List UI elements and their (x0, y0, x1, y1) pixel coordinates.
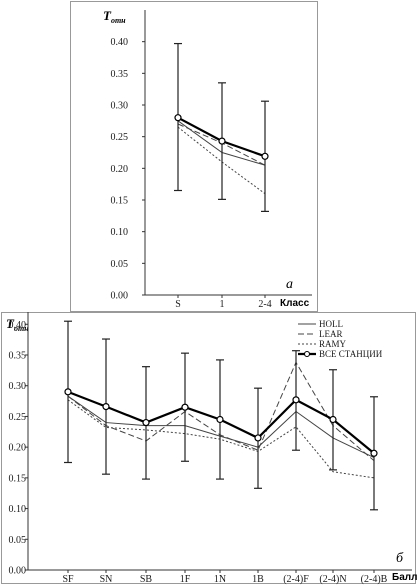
data-point (254, 434, 262, 442)
data-point (292, 396, 300, 404)
data-point (181, 403, 189, 411)
y-tick-label: 0.05 (111, 259, 129, 270)
legend-label-all: ВСЕ СТАНЦИИ (319, 349, 383, 359)
panel-label: б (396, 551, 404, 566)
y-tick-label: 0.10 (111, 227, 129, 238)
data-point (329, 415, 337, 424)
x-tick-label: 2-4 (258, 299, 271, 310)
series-line-lear (67, 361, 375, 462)
y-tick-label: 0.25 (111, 132, 129, 143)
panel-b-frame (1, 312, 416, 584)
y-tick-label: 0.20 (9, 443, 27, 454)
y-tick-label: 0.20 (111, 164, 129, 175)
y-axis-label-subscript: отн (111, 16, 126, 25)
data-point (64, 388, 72, 396)
y-tick-label: 0.00 (111, 291, 129, 302)
data-point (102, 403, 110, 411)
x-axis-label: Класс (280, 298, 310, 309)
x-tick-label: (2-4)B (361, 574, 388, 585)
series-all (64, 320, 378, 511)
panel-a-frame (70, 1, 318, 312)
x-tick-label: SF (62, 574, 74, 585)
x-tick-label: (2-4)N (319, 574, 346, 585)
y-axis-label: Tотн (6, 316, 29, 333)
x-tick-label: 1 (220, 299, 225, 310)
y-axis-label-subscript: отн (14, 324, 29, 333)
x-tick-label: SB (140, 574, 153, 585)
y-tick-label: 0.05 (9, 535, 27, 546)
legend-label-lear: LEAR (319, 329, 343, 339)
x-tick-label: 1B (252, 574, 264, 585)
x-tick-label: 1F (180, 574, 191, 585)
y-tick-label: 0.40 (111, 37, 129, 48)
y-tick-label: 0.25 (9, 412, 27, 423)
x-tick-label: 1N (214, 574, 226, 585)
series-holl (67, 395, 375, 459)
legend-label-holl: HOLL (319, 319, 343, 329)
x-axis-label: Балл (392, 572, 417, 583)
series-all (174, 42, 269, 212)
x-tick-label: (2-4)F (283, 574, 309, 585)
legend-label-ramy: RAMY (319, 339, 347, 349)
x-tick-label: S (175, 299, 181, 310)
series-line-holl (67, 395, 375, 459)
data-point (174, 114, 182, 122)
legend-marker (303, 350, 311, 358)
y-tick-label: 0.40 (9, 320, 27, 331)
panel-label: а (286, 277, 293, 292)
y-tick-label: 0.00 (9, 566, 27, 577)
y-tick-label: 0.30 (9, 381, 27, 392)
y-tick-label: 0.30 (111, 101, 129, 112)
y-tick-label: 0.10 (9, 504, 27, 515)
y-tick-label: 0.15 (111, 196, 129, 207)
y-tick-label: 0.35 (111, 69, 129, 80)
data-point (218, 137, 226, 145)
y-tick-label: 0.15 (9, 473, 27, 484)
series-lear (67, 361, 375, 462)
chart-panel-a: Tотн Класс а 0.00 0.05 0.10 0.15 0.20 0.25 0.3… (70, 1, 318, 312)
chart-panel-b: Tотн Балл б 0.00 0.05 0.10 0.15 0.20 0.25 0.30… (1, 312, 417, 585)
data-point (216, 415, 224, 424)
y-tick-label: 0.35 (9, 351, 27, 362)
series-line-ramy (67, 399, 375, 479)
y-axis-label: Tотн (103, 8, 126, 25)
data-point (142, 418, 150, 427)
data-point (261, 152, 269, 160)
series-ramy (67, 399, 375, 479)
data-point (370, 449, 378, 457)
x-tick-label: SN (100, 574, 113, 585)
